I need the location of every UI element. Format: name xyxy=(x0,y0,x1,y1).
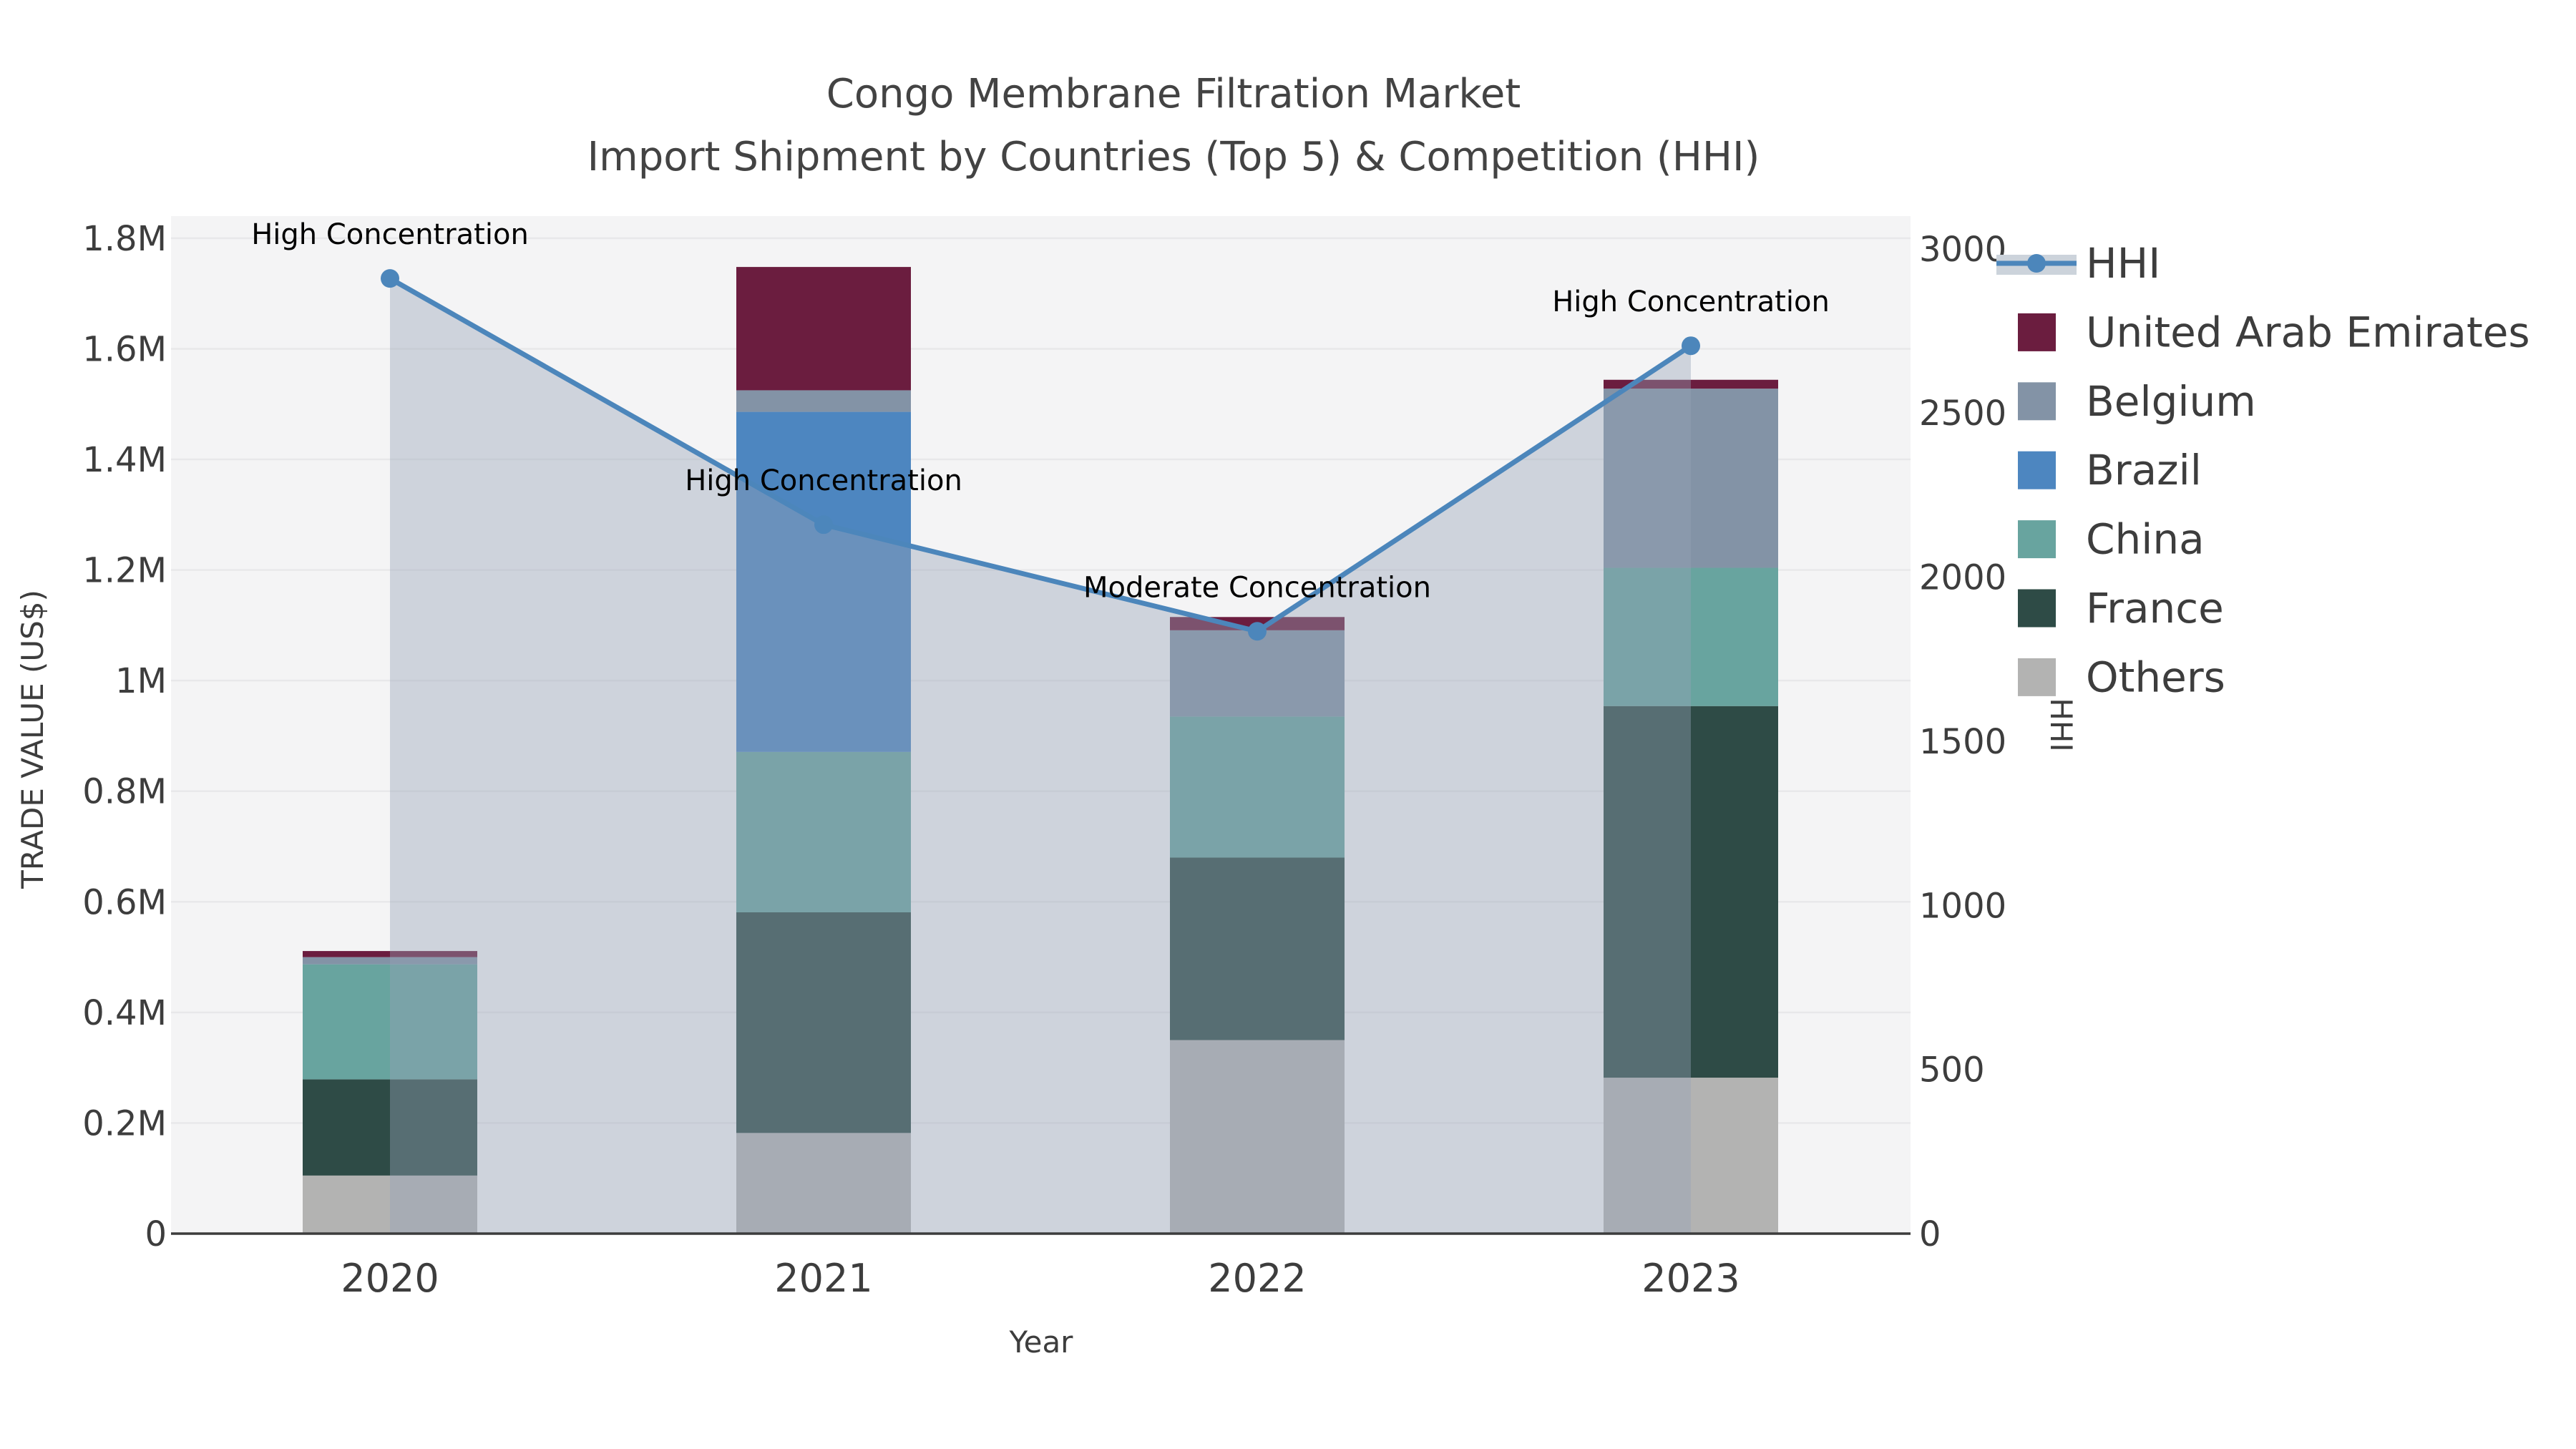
hhi-marker-2020 xyxy=(381,269,399,288)
x-axis-title: Year xyxy=(1009,1324,1074,1360)
bar-segment-others-2020 xyxy=(303,1175,477,1234)
bar-segment-others-2022 xyxy=(1170,1040,1345,1234)
legend-item-china: China xyxy=(2018,515,2205,564)
hhi-marker-2021 xyxy=(814,515,833,535)
bar-segment-united-arab-emirates-2021 xyxy=(736,267,911,391)
y-left-tick-label: 1M xyxy=(115,661,167,701)
annotation-2022: Moderate Concentration xyxy=(1083,571,1431,604)
bar-segment-france-2020 xyxy=(303,1079,477,1176)
axes: 0 0.2M 0.4M 0.6M 0.8M 1M 1.2M 1.4M 1.6M 1.8M 0 500 1… xyxy=(82,219,2006,1301)
bar-segment-china-2022 xyxy=(1170,716,1345,858)
title-line-2: Import Shipment by Countries (Top 5) & C… xyxy=(587,134,1760,180)
y-left-tick-label: 1.6M xyxy=(82,329,167,369)
legend-item-brazil: Brazil xyxy=(2018,446,2202,494)
y-left-tick-label: 1.4M xyxy=(82,440,167,480)
y-right-tick-label: 3000 xyxy=(1919,230,2006,270)
annotation-2020: High Concentration xyxy=(251,218,529,251)
y-left-tick-label: 1.2M xyxy=(82,551,167,591)
y-right-tick-label: 2500 xyxy=(1919,394,2006,434)
legend-hhi-marker-icon xyxy=(2027,254,2046,273)
legend-item-others: Others xyxy=(2018,653,2225,701)
chart-title: Congo Membrane Filtration Market Import … xyxy=(587,71,1760,180)
legend-swatch-icon xyxy=(2018,589,2056,628)
y-right-tick-label: 2000 xyxy=(1919,558,2006,598)
x-tick-label-2020: 2020 xyxy=(341,1256,439,1301)
annotation-2021: High Concentration xyxy=(685,464,962,497)
y-axis-left-title: TRADE VALUE (US$) xyxy=(15,590,50,889)
bar-segment-others-2021 xyxy=(736,1133,911,1234)
legend-swatch-icon xyxy=(2018,451,2056,489)
annotation-2023: High Concentration xyxy=(1552,286,1830,318)
legend-item-belgium: Belgium xyxy=(2018,377,2256,426)
bar-segment-belgium-2022 xyxy=(1170,630,1345,717)
legend-label: Belgium xyxy=(2086,377,2256,426)
y-axis-right-title: HHI xyxy=(2044,698,2079,752)
legend-label: United Arab Emirates xyxy=(2086,308,2530,356)
y-right-tick-label: 1500 xyxy=(1919,722,2006,762)
y-left-tick-label: 0.4M xyxy=(82,993,167,1033)
hhi-marker-2022 xyxy=(1248,622,1267,641)
legend-label: France xyxy=(2086,584,2224,633)
legend-item-france: France xyxy=(2018,584,2224,633)
y-right-tick-label: 1000 xyxy=(1919,886,2006,926)
y-right-tick-label: 500 xyxy=(1919,1050,1985,1091)
bar-segment-belgium-2020 xyxy=(303,957,477,965)
title-line-1: Congo Membrane Filtration Market xyxy=(826,71,1521,117)
legend-label: HHI xyxy=(2086,239,2160,288)
y-left-tick-label: 1.8M xyxy=(82,219,167,259)
legend-swatch-icon xyxy=(2018,658,2056,696)
stacked-bars xyxy=(303,267,1778,1234)
legend-swatch-icon xyxy=(2018,520,2056,559)
bar-segment-brazil-2021 xyxy=(736,411,911,752)
x-tick-label-2022: 2022 xyxy=(1208,1256,1306,1301)
legend-item-hhi: HHI xyxy=(1996,239,2160,288)
legend-item-united-arab-emirates: United Arab Emirates xyxy=(2018,308,2530,356)
hhi-polyline xyxy=(389,276,1692,635)
hhi-area xyxy=(390,278,1691,1234)
legend-swatch-icon xyxy=(2018,313,2056,351)
y-right-tick-label: 0 xyxy=(1919,1214,1941,1254)
legend-label: Others xyxy=(2086,653,2225,701)
y-left-tick-label: 0.6M xyxy=(82,882,167,922)
y-left-tick-label: 0 xyxy=(145,1214,167,1254)
x-tick-label-2021: 2021 xyxy=(774,1256,872,1301)
bar-segment-others-2023 xyxy=(1604,1078,1778,1234)
bar-segment-china-2023 xyxy=(1604,567,1778,706)
hhi-line xyxy=(381,269,1700,641)
bar-segment-united-arab-emirates-2020 xyxy=(303,951,477,957)
bar-segment-china-2020 xyxy=(303,964,477,1080)
legend: HHI United Arab Emirates Belgium Brazil Chin… xyxy=(1996,239,2530,701)
bar-segment-belgium-2023 xyxy=(1604,389,1778,568)
bar-segment-belgium-2021 xyxy=(736,390,911,412)
annotations: High Concentration High Concentration Mode… xyxy=(251,218,1830,604)
axis-titles: Year TRADE VALUE (US$) HHI xyxy=(15,590,2079,1360)
bar-segment-united-arab-emirates-2023 xyxy=(1604,379,1778,389)
y-left-tick-label: 0.8M xyxy=(82,772,167,812)
x-tick-label-2023: 2023 xyxy=(1641,1256,1740,1301)
bar-segment-france-2021 xyxy=(736,912,911,1133)
bar-segment-china-2021 xyxy=(736,751,911,912)
legend-swatch-icon xyxy=(2018,382,2056,421)
legend-label: China xyxy=(2086,515,2205,564)
hhi-marker-2023 xyxy=(1682,336,1700,356)
legend-label: Brazil xyxy=(2086,446,2202,494)
hhi-area-fill xyxy=(390,278,1691,1234)
y-left-tick-label: 0.2M xyxy=(82,1103,167,1143)
bar-segment-france-2022 xyxy=(1170,857,1345,1040)
bar-segment-france-2023 xyxy=(1604,706,1778,1078)
